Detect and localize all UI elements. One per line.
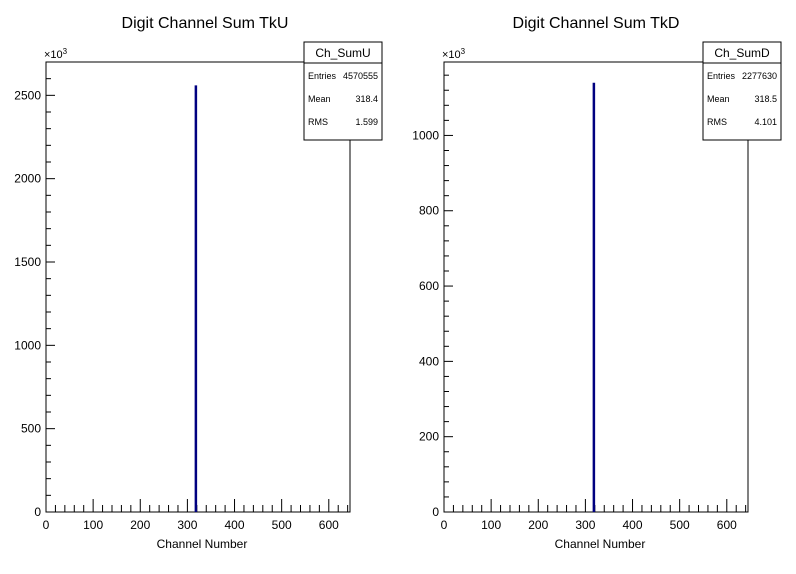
x-tick-label: 0	[441, 518, 448, 532]
y-tick-label: 0	[34, 505, 41, 519]
plot-frame	[443, 61, 749, 513]
stats-row-value: 318.4	[355, 94, 378, 104]
y-tick-label: 200	[419, 430, 439, 444]
stats-box: Ch_SumU Entries 4570555 Mean 318.4 RMS 1.599	[303, 41, 383, 141]
x-tick-label: 400	[623, 518, 643, 532]
x-tick-label: 300	[575, 518, 595, 532]
y-tick-label: 1000	[14, 338, 41, 352]
plot-frame	[45, 61, 351, 513]
y-tick-label: 1500	[14, 255, 41, 269]
stats-box: Ch_SumD Entries 2277630 Mean 318.5 RMS 4.101	[702, 41, 782, 141]
stats-box-frame	[702, 41, 782, 141]
y-tick-label: 2500	[14, 88, 41, 102]
histogram-panel-2: Digit Channel Sum TkD ×103 0 100 200 300 400 50…	[412, 15, 782, 551]
stats-row-label: Entries	[707, 71, 736, 81]
x-tick-label: 500	[272, 518, 292, 532]
x-tick-label: 200	[528, 518, 548, 532]
y-tick-label: 0	[432, 505, 439, 519]
stats-row-value: 1.599	[355, 117, 378, 127]
x-tick-label: 600	[319, 518, 339, 532]
y-tick-label: 500	[21, 422, 41, 436]
x-tick-label: 200	[130, 518, 150, 532]
x-tick-label: 300	[177, 518, 197, 532]
chart-title: Digit Channel Sum TkU	[122, 15, 289, 32]
stats-row-value: 4570555	[343, 71, 378, 81]
stats-row-label: RMS	[707, 117, 727, 127]
stats-box-name: Ch_SumU	[315, 46, 370, 60]
x-tick-label: 500	[670, 518, 690, 532]
chart-title: Digit Channel Sum TkD	[513, 15, 680, 32]
stats-row-label: Mean	[308, 94, 331, 104]
stats-row-label: RMS	[308, 117, 328, 127]
y-exponent-label: ×103	[44, 47, 68, 61]
stats-row-value: 4.101	[754, 117, 777, 127]
y-tick-label: 2000	[14, 172, 41, 186]
stats-row-label: Mean	[707, 94, 730, 104]
y-tick-label: 600	[419, 279, 439, 293]
x-tick-label: 100	[481, 518, 501, 532]
x-axis-label: Channel Number	[555, 537, 646, 551]
y-tick-label: 800	[419, 204, 439, 218]
y-tick-label: 1000	[412, 128, 439, 142]
x-axis-label: Channel Number	[157, 537, 248, 551]
stats-box-frame	[303, 41, 383, 141]
y-exponent-label: ×103	[442, 47, 466, 61]
x-tick-label: 100	[83, 518, 103, 532]
x-tick-label: 400	[225, 518, 245, 532]
x-tick-label: 600	[717, 518, 737, 532]
histogram-panel-1: Digit Channel Sum TkU ×103 0 100 200 300 400 50…	[14, 15, 383, 551]
stats-row-value: 2277630	[742, 71, 777, 81]
stats-row-label: Entries	[308, 71, 337, 81]
y-tick-label: 400	[419, 354, 439, 368]
x-tick-label: 0	[43, 518, 50, 532]
stats-box-name: Ch_SumD	[714, 46, 770, 60]
stats-row-value: 318.5	[754, 94, 777, 104]
